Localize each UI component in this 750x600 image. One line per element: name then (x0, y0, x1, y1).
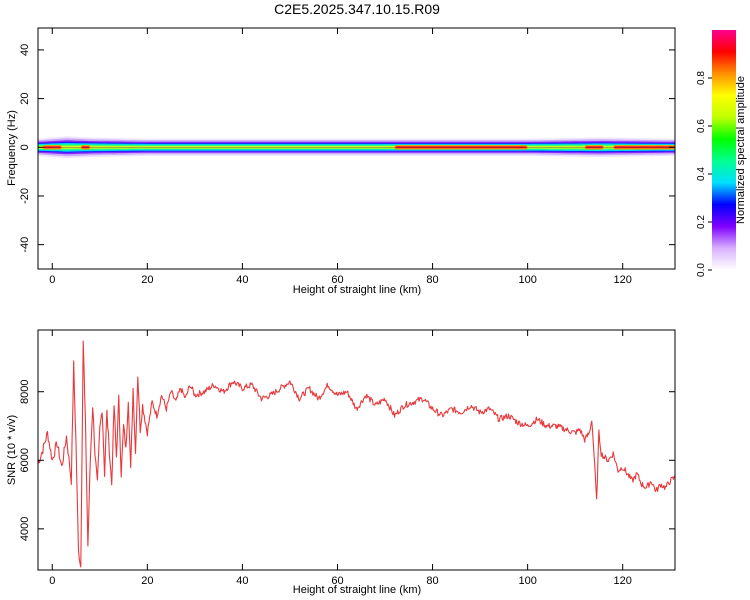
y-tick-label: 20 (19, 92, 31, 104)
y-tick-label: 0 (19, 144, 31, 150)
snr-plot-area (38, 330, 675, 570)
x-tick-label: 120 (614, 274, 632, 286)
snr-series-line (38, 340, 675, 568)
heatmap-frame (37, 27, 676, 270)
colorbar-tick-label: 0.6 (696, 119, 707, 133)
y-tick-label: 8000 (19, 379, 31, 403)
y-tick-label: 40 (19, 44, 31, 56)
snr-panel: 0 20 40 60 80 100 120 4000 6000 8000 Height of s… (6, 329, 676, 596)
colorbar-label: Normalized spectral amplitude (735, 76, 747, 224)
y-tick-label: -40 (19, 237, 31, 253)
colorbar: 0.0 0.2 0.4 0.6 0.8 Normalized spectral ampl… (696, 30, 747, 277)
x-tick-label: 120 (614, 575, 632, 587)
x-tick-label: 80 (426, 575, 438, 587)
snr-y-axis: 4000 6000 8000 (19, 379, 675, 541)
heatmap-panel: 0 20 40 60 80 100 120 -40 -20 0 20 40 Height of st… (6, 27, 676, 296)
snr-x-axis: 0 20 40 60 80 100 120 (49, 330, 632, 587)
x-tick-label: 60 (331, 575, 343, 587)
x-tick-label: 40 (236, 575, 248, 587)
figure-title: C2E5.2025.347.10.15.R09 (274, 1, 440, 17)
colorbar-ticks: 0.0 0.2 0.4 0.6 0.8 (696, 71, 712, 277)
x-tick-label: 0 (49, 575, 55, 587)
x-tick-label: 20 (141, 274, 153, 286)
colorbar-tick-label: 0.8 (696, 71, 707, 85)
heatmap-y-axis-label: Frequency (Hz) (6, 110, 18, 186)
spectral-band (38, 136, 675, 159)
y-tick-label: 4000 (19, 517, 31, 541)
x-tick-label: 40 (236, 274, 248, 286)
snr-frame (37, 329, 676, 571)
x-tick-label: 0 (49, 274, 55, 286)
heatmap-x-axis: 0 20 40 60 80 100 120 (49, 28, 632, 286)
colorbar-tick-label: 0.2 (696, 215, 707, 229)
colorbar-tick-label: 0.4 (696, 167, 707, 181)
x-tick-label: 20 (141, 575, 153, 587)
snr-x-axis-label: Height of straight line (km) (293, 584, 421, 596)
y-tick-label: 6000 (19, 448, 31, 472)
heatmap-x-axis-label: Height of straight line (km) (293, 284, 421, 296)
y-tick-label: -20 (19, 188, 31, 204)
colorbar-tick-label: 0.0 (696, 263, 707, 277)
colorbar-gradient (712, 30, 736, 270)
heatmap-y-axis: -40 -20 0 20 40 (19, 44, 675, 253)
x-tick-label: 60 (331, 274, 343, 286)
x-tick-label: 80 (426, 274, 438, 286)
x-tick-label: 100 (518, 575, 536, 587)
snr-y-axis-label: SNR (10 * v/v) (6, 415, 18, 485)
x-tick-label: 100 (518, 274, 536, 286)
